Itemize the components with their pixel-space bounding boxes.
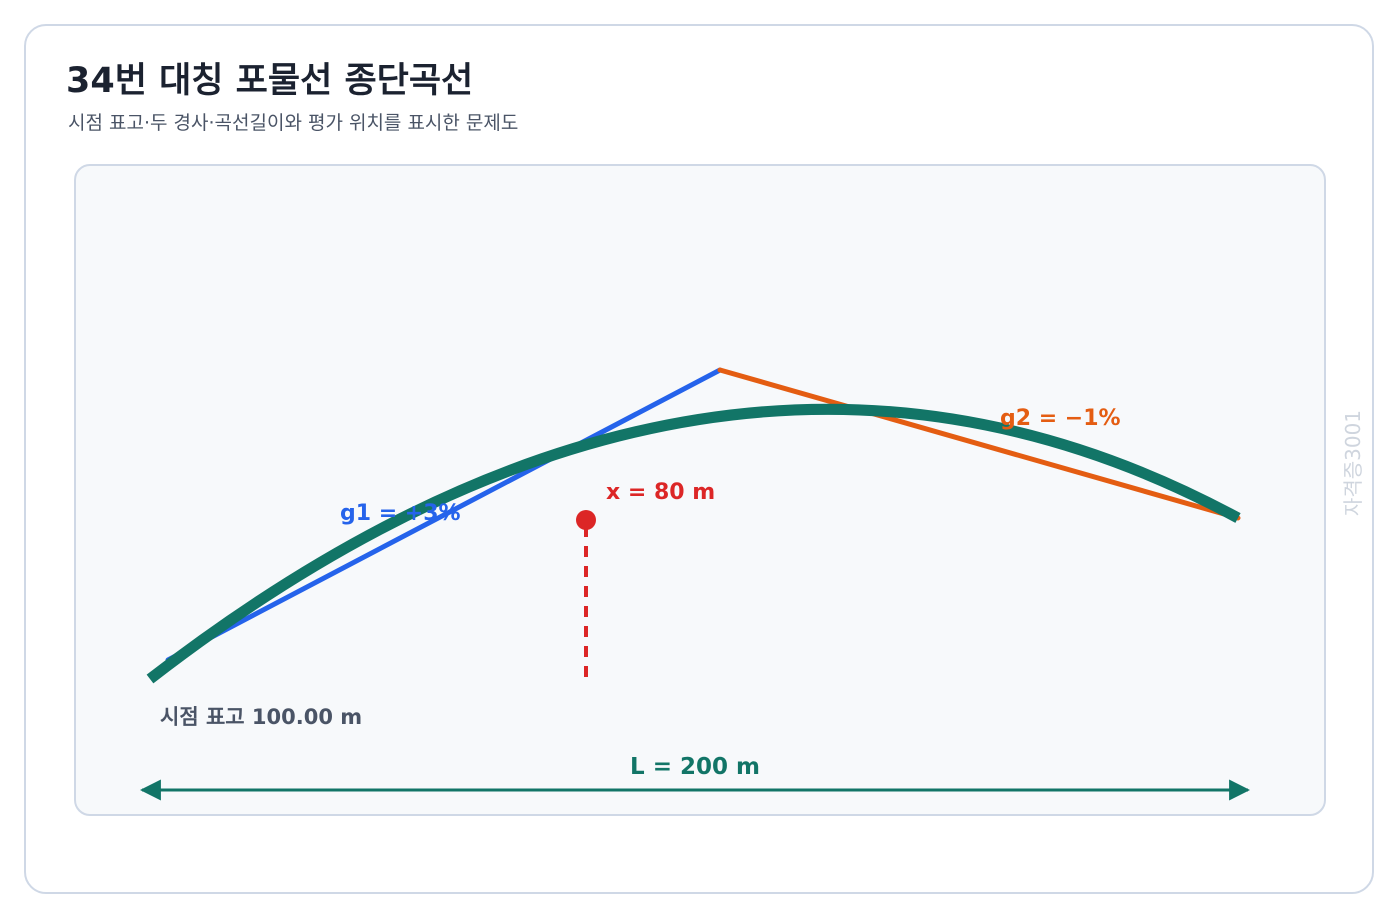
curve-length-label: L = 200 m <box>630 754 760 780</box>
g1-label: g1 = +3% <box>340 501 461 526</box>
g2-tangent-line <box>717 367 1241 521</box>
g2-label: g2 = −1% <box>1000 406 1121 431</box>
g1-tangent-line <box>165 367 723 663</box>
eval-position-point <box>576 510 596 530</box>
diagram-panel <box>74 164 1326 816</box>
vertical-curve <box>146 403 1241 684</box>
start-elevation-label: 시점 표고 100.00 m <box>160 705 362 729</box>
watermark: 자격증3001 <box>1341 410 1365 516</box>
page-subtitle: 시점 표고·두 경사·곡선길이와 평가 위치를 표시한 문제도 <box>68 112 519 134</box>
x-position-label: x = 80 m <box>606 480 715 505</box>
page-title: 34번 대칭 포물선 종단곡선 <box>66 61 474 101</box>
